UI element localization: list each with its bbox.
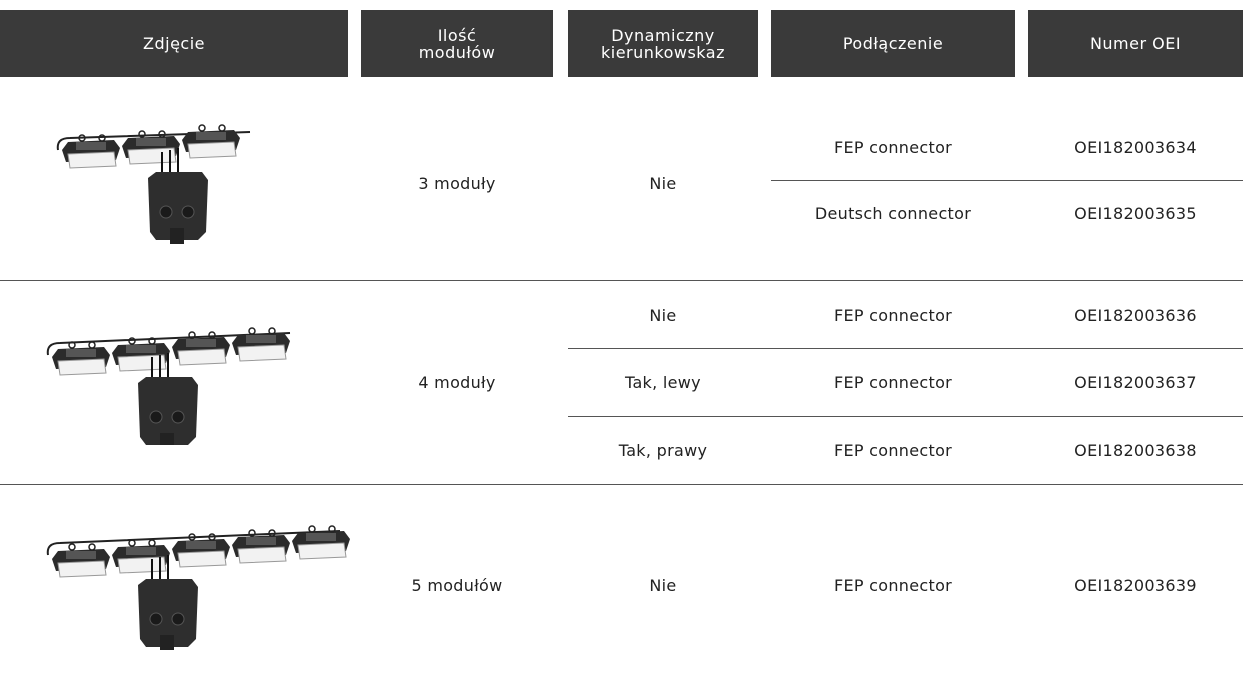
cell: OEI182003639 (1074, 575, 1197, 595)
header-text: Zdjęcie (143, 34, 205, 53)
row-divider (0, 484, 1243, 485)
cell: Nie (649, 305, 677, 325)
cell: 5 modułów (411, 575, 503, 595)
header-cell: Podłączenie (771, 10, 1015, 77)
product-image (56, 124, 251, 245)
cell: FEP connector (833, 305, 953, 325)
cell: Nie (649, 575, 677, 595)
cell: FEP connector (833, 137, 953, 157)
header-cell: Numer OEI (1028, 10, 1243, 77)
cell: FEP connector (833, 440, 953, 460)
cell: Tak, lewy (625, 372, 701, 392)
header-cell: Ilość modułów (361, 10, 553, 77)
header-cell: Zdjęcie (0, 10, 348, 77)
cell: 3 moduły (418, 173, 496, 193)
cell: Nie (649, 173, 677, 193)
header-cell: Dynamiczny kierunkowskaz (568, 10, 758, 77)
subrow-divider (771, 180, 1243, 181)
cell: OEI182003637 (1074, 372, 1197, 392)
header-text: Dynamiczny kierunkowskaz (600, 25, 725, 62)
cell: OEI182003638 (1074, 440, 1197, 460)
cell: Deutsch connector (814, 203, 972, 223)
cell: Tak, prawy (618, 440, 708, 460)
header-text: Numer OEI (1089, 34, 1182, 53)
row-divider (0, 280, 1243, 281)
cell: OEI182003635 (1074, 203, 1197, 223)
cell: 4 moduły (418, 372, 496, 392)
cell: OEI182003634 (1074, 137, 1197, 157)
product-image (46, 327, 291, 445)
cell: FEP connector (833, 575, 953, 595)
subrow-divider (568, 416, 1243, 417)
cell: OEI182003636 (1074, 305, 1197, 325)
cell: FEP connector (833, 372, 953, 392)
header-text: Ilość modułów (418, 25, 496, 62)
header-text: Podłączenie (842, 34, 944, 53)
product-image (46, 525, 351, 650)
subrow-divider (568, 348, 1243, 349)
